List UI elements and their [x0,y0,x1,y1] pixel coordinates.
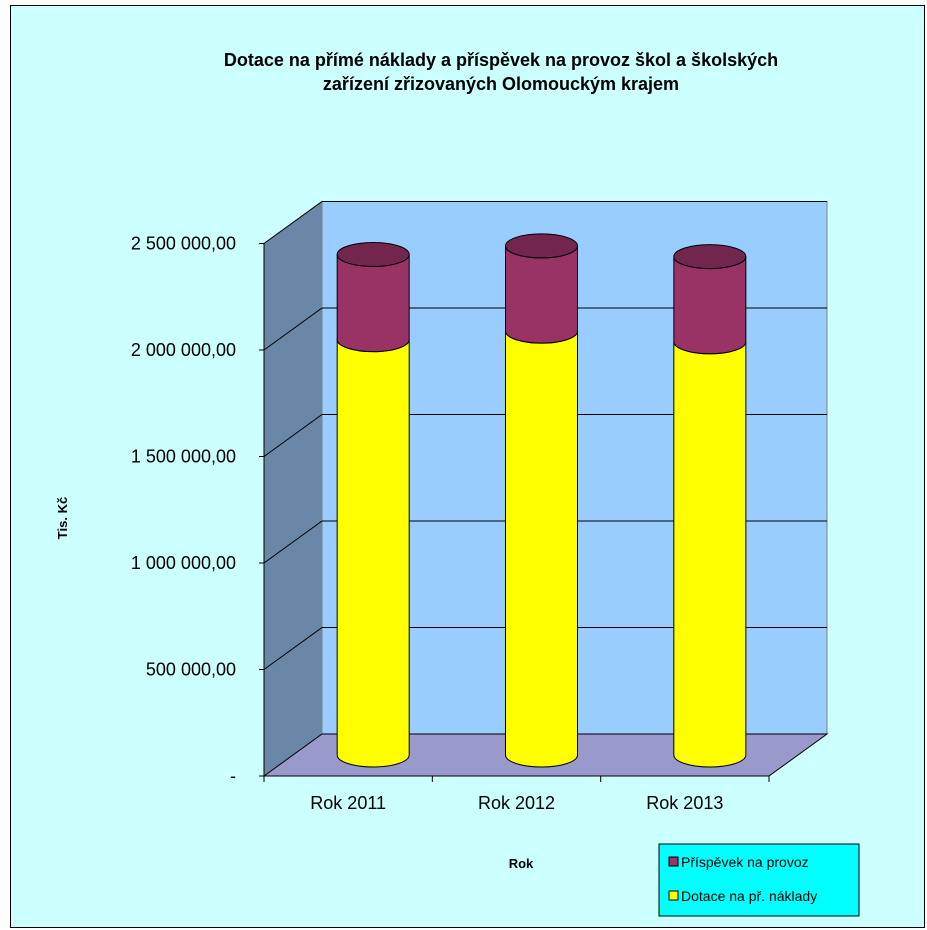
x-tick-label: Rok 2012 [478,793,555,813]
gridline [263,201,827,244]
gridline [263,520,827,564]
y-tick-label: - [230,766,236,786]
gridline [263,307,827,351]
gridline [263,414,827,457]
bar-top-cap [505,233,578,259]
bar-top-cap [673,244,747,270]
bar-top-cap [336,241,410,267]
y-tick-label: 2 000 000,00 [131,340,236,360]
legend-swatch [668,856,679,867]
y-tick-label: 2 500 000,00 [131,234,236,254]
legend-label: Dotace na př. náklady [681,888,817,904]
y-tick-label: 1 500 000,00 [131,447,236,467]
side-wall [263,200,323,777]
chart-title-line: Dotace na přímé náklady a příspěvek na p… [224,50,778,70]
y-axis-title: Tis. Kč [55,497,70,539]
x-axis-title: Rok [509,856,534,871]
y-tick-label: 500 000,00 [146,660,236,680]
bar-segment [336,339,410,768]
chart-title-line: zařízení zřizovaných Olomouckým krajem [323,74,679,94]
chart-svg: - 500 000,00 1 000 000,00 1 500 000,00 2 000… [55,50,860,917]
bar-segment [336,254,410,353]
chart-area: - 500 000,00 1 000 000,00 1 500 000,00 2 000… [10,5,925,928]
legend-box [658,843,860,917]
legend-label: Příspěvek na provoz [681,854,809,870]
bar-segment [673,341,747,768]
legend-swatch [668,890,679,901]
bar-segment [505,245,578,344]
x-tick-label: Rok 2013 [646,793,723,813]
bar-segment [505,331,578,768]
y-tick-label: 1 000 000,00 [131,553,236,573]
gridline [263,627,827,670]
bar-segment [673,256,747,355]
x-tick-label: Rok 2011 [310,793,386,813]
